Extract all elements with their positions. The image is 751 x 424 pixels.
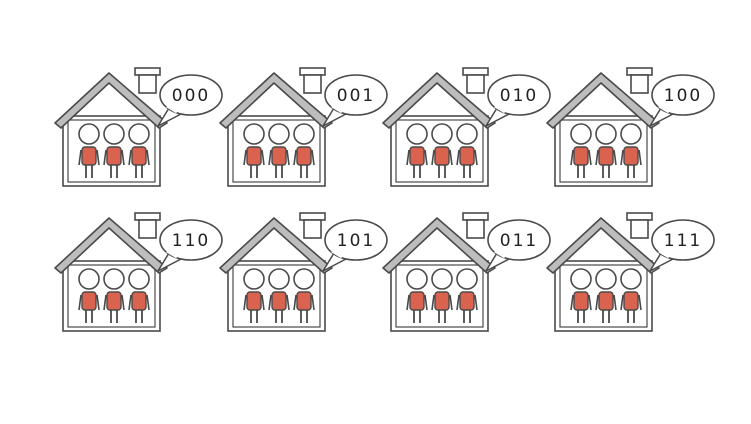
speech-bubble: 110 — [157, 219, 223, 272]
speech-bubble-body — [324, 219, 388, 261]
house: 001 — [219, 67, 388, 187]
chimney — [303, 74, 322, 94]
chimney-cap — [462, 212, 489, 221]
chimney — [466, 219, 485, 239]
speech-bubble: 010 — [485, 74, 551, 127]
chimney — [138, 219, 157, 239]
speech-bubble: 111 — [649, 219, 715, 272]
roof — [382, 72, 496, 129]
chimney — [630, 219, 649, 239]
speech-bubble-body — [159, 74, 223, 116]
house-wall-inner — [232, 119, 321, 183]
house: 010 — [382, 67, 551, 187]
speech-bubble-body — [487, 74, 551, 116]
house-code-label: 101 — [337, 231, 375, 251]
chimney-cap — [462, 67, 489, 76]
speech-bubble: 000 — [157, 74, 223, 127]
house-code-label: 111 — [664, 231, 702, 251]
roof — [382, 217, 496, 274]
speech-bubble-body — [651, 74, 715, 116]
roof — [546, 72, 660, 129]
house-code-label: 100 — [664, 86, 702, 106]
speech-bubble-body — [487, 219, 551, 261]
house: 000 — [54, 67, 223, 187]
chimney — [303, 219, 322, 239]
house-code-label: 001 — [337, 86, 375, 106]
house-wall-inner — [395, 119, 484, 183]
roof — [546, 217, 660, 274]
speech-bubble: 001 — [322, 74, 388, 127]
chimney-cap — [299, 212, 326, 221]
house-wall-inner — [232, 264, 321, 328]
house-wall-inner — [395, 264, 484, 328]
speech-bubble: 011 — [485, 219, 551, 272]
house: 111 — [546, 212, 715, 332]
chimney-cap — [299, 67, 326, 76]
house: 011 — [382, 212, 551, 332]
chimney-cap — [626, 212, 653, 221]
house-code-label: 000 — [172, 86, 210, 106]
house-code-label: 010 — [500, 86, 538, 106]
speech-bubble-body — [324, 74, 388, 116]
speech-bubble: 101 — [322, 219, 388, 272]
house-wall-inner — [559, 264, 648, 328]
house-code-label: 011 — [500, 231, 538, 251]
house: 101 — [219, 212, 388, 332]
roof — [219, 217, 333, 274]
speech-bubble-body — [159, 219, 223, 261]
house: 100 — [546, 67, 715, 187]
house-wall-inner — [67, 119, 156, 183]
house-wall-inner — [67, 264, 156, 328]
chimney-cap — [626, 67, 653, 76]
speech-bubble-body — [651, 219, 715, 261]
roof — [54, 72, 168, 129]
chimney — [466, 74, 485, 94]
house-code-label: 110 — [172, 231, 210, 251]
roof — [54, 217, 168, 274]
chimney — [630, 74, 649, 94]
chimney-cap — [134, 212, 161, 221]
chimney-cap — [134, 67, 161, 76]
roof — [219, 72, 333, 129]
chimney — [138, 74, 157, 94]
house: 110 — [54, 212, 223, 332]
house-wall-inner — [559, 119, 648, 183]
speech-bubble: 100 — [649, 74, 715, 127]
